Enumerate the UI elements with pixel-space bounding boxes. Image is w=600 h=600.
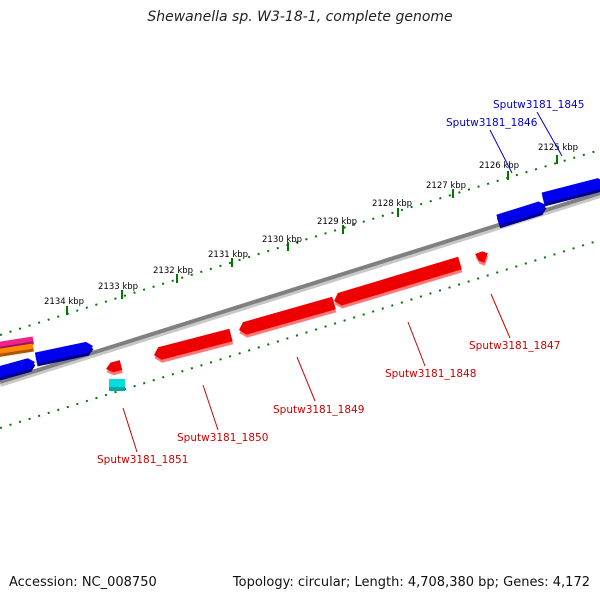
scale-tick-label: 2129 kbp: [317, 217, 357, 227]
gene-arrow-sputw3181_1850[interactable]: [154, 328, 234, 363]
scale-tick-label: 2128 kbp: [372, 199, 412, 209]
scale-tick-label: 2133 kbp: [98, 282, 138, 292]
map-title: Shewanella sp. W3-18-1, complete genome: [147, 9, 453, 25]
gene-arrow-forward[interactable]: [0, 358, 36, 381]
genome-summary: Topology: circular; Length: 4,708,380 bp…: [232, 575, 590, 590]
gene-label-forward[interactable]: Sputw3181_1845: [493, 99, 584, 111]
gene-label-forward[interactable]: Sputw3181_1846: [446, 117, 538, 129]
gene-callout-line: [122, 407, 138, 453]
gene-arrow-sputw3181_1847[interactable]: [475, 251, 489, 266]
gene-callout-line: [202, 384, 219, 431]
gene-arrow-forward[interactable]: [34, 341, 94, 367]
accession-text: Accession: NC_008750: [9, 575, 157, 590]
scale-tick-label: 2131 kbp: [208, 250, 248, 260]
gene-callout-line: [296, 356, 316, 402]
scale-tick-label: 2126 kbp: [479, 161, 519, 171]
gene-label-reverse[interactable]: Sputw3181_1848: [385, 368, 476, 380]
gene-label-reverse[interactable]: Sputw3181_1850: [177, 432, 268, 444]
scale-tick-label: 2125 kbp: [538, 143, 578, 153]
gene-arrow-sputw3181_1846[interactable]: [496, 201, 547, 229]
scale-tick-label: 2132 kbp: [153, 266, 193, 276]
gene-callout-line: [489, 129, 513, 174]
scale-tick-label: 2127 kbp: [426, 181, 466, 191]
gene-callout-line: [490, 293, 511, 339]
inner-scale-track: [0, 239, 600, 429]
gene-arrow-sputw3181_1845[interactable]: [541, 178, 600, 207]
gene-callout-line: [536, 111, 563, 157]
gene-callout-line: [407, 321, 426, 367]
gene-label-reverse[interactable]: Sputw3181_1849: [273, 404, 364, 416]
gene-arrow-sputw3181_1848[interactable]: [334, 256, 463, 309]
gene-arrow-left-edge[interactable]: [0, 343, 34, 358]
gene-arrow-sputw3181_1849[interactable]: [239, 296, 337, 338]
gene-arrow-sputw3181_1851[interactable]: [106, 360, 123, 376]
cyan-feature[interactable]: [109, 379, 125, 391]
scale-tick-label: 2134 kbp: [44, 297, 84, 307]
gene-label-reverse[interactable]: Sputw3181_1847: [469, 340, 560, 352]
gene-label-reverse[interactable]: Sputw3181_1851: [97, 454, 188, 466]
gene-arrow-left-edge[interactable]: [0, 336, 34, 351]
scale-tick-label: 2130 kbp: [262, 235, 302, 245]
